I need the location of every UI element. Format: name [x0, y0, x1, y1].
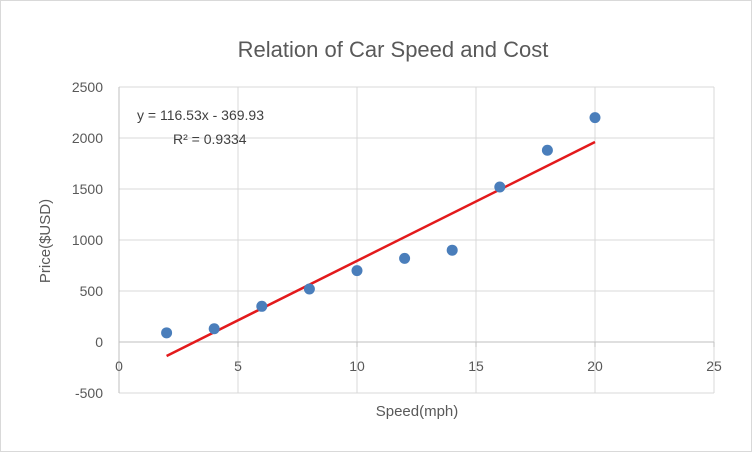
y-tick-label: 1000	[72, 232, 103, 248]
data-point	[399, 252, 411, 264]
y-axis-title: Price($USD)	[37, 199, 54, 283]
data-point	[256, 300, 268, 312]
y-tick-label: -500	[75, 385, 103, 401]
y-tick-label: 1500	[72, 181, 103, 197]
y-tick-label: 2000	[72, 130, 103, 146]
data-point	[446, 244, 458, 256]
y-tick-label: 2500	[72, 79, 103, 95]
data-point	[351, 265, 363, 277]
x-tick-label: 10	[349, 358, 365, 374]
trendline-group	[166, 140, 596, 358]
x-tick-label: 25	[706, 358, 722, 374]
data-point	[208, 323, 220, 335]
data-point	[494, 181, 506, 193]
x-axis-title: Speed(mph)	[376, 403, 459, 420]
tick-labels: -500 0 500 1000 1500 2000 2500 0 5 10 15 20 25	[72, 79, 722, 401]
x-tick-label: 15	[468, 358, 484, 374]
data-point	[541, 144, 553, 156]
y-tick-label: 500	[80, 283, 104, 299]
trendline-equation: y = 116.53x - 369.93	[137, 107, 264, 123]
x-tick-label: 0	[115, 358, 123, 374]
y-tick-label: 0	[95, 334, 103, 350]
axes	[118, 87, 715, 393]
data-point	[161, 327, 173, 339]
data-point	[303, 283, 315, 295]
chart-title: Relation of Car Speed and Cost	[238, 37, 549, 62]
data-points	[161, 112, 601, 339]
x-tick-label: 5	[234, 358, 242, 374]
x-tick-label: 20	[587, 358, 603, 374]
trendline	[166, 140, 596, 358]
data-point	[589, 112, 601, 124]
r-squared-label: R² = 0.9334	[173, 131, 247, 147]
